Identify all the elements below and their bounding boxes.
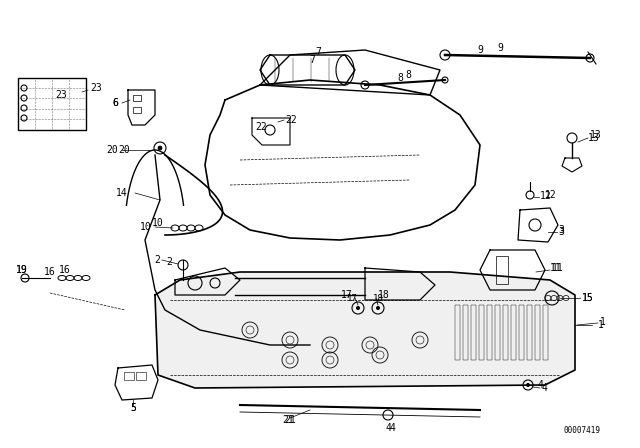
- Text: 2: 2: [166, 257, 172, 267]
- Text: 17: 17: [347, 293, 357, 302]
- Text: 22: 22: [285, 115, 297, 125]
- Circle shape: [356, 306, 360, 310]
- Text: 7: 7: [309, 55, 315, 65]
- Text: 13: 13: [590, 130, 602, 140]
- Text: 5: 5: [130, 403, 136, 413]
- Bar: [511, 305, 516, 360]
- Text: 16: 16: [44, 267, 56, 277]
- Text: 20: 20: [106, 145, 118, 155]
- Bar: [543, 305, 548, 360]
- Text: 23: 23: [90, 83, 102, 93]
- Text: 21: 21: [284, 415, 296, 425]
- Circle shape: [376, 306, 380, 310]
- Text: 4: 4: [538, 380, 544, 390]
- Bar: [519, 305, 524, 360]
- Text: 10: 10: [152, 218, 164, 228]
- Text: 16: 16: [59, 265, 71, 275]
- Text: 4: 4: [385, 423, 391, 433]
- Text: 22: 22: [255, 122, 267, 132]
- Text: 9: 9: [497, 43, 503, 53]
- Polygon shape: [155, 272, 575, 388]
- Text: 6: 6: [112, 98, 118, 108]
- Bar: [133, 107, 141, 113]
- Text: 5: 5: [130, 403, 136, 413]
- Text: 7: 7: [315, 47, 321, 57]
- Bar: [503, 305, 508, 360]
- Text: 10: 10: [140, 222, 152, 232]
- Bar: [496, 256, 508, 284]
- Text: 9: 9: [477, 45, 483, 55]
- Text: 21: 21: [282, 415, 294, 425]
- Text: 11: 11: [550, 263, 562, 273]
- Bar: [495, 305, 500, 360]
- Text: 15: 15: [582, 293, 594, 303]
- Bar: [133, 95, 141, 101]
- Text: 1: 1: [598, 320, 604, 330]
- Text: 20: 20: [118, 145, 130, 155]
- Bar: [124, 372, 134, 380]
- Bar: [487, 305, 492, 360]
- Bar: [527, 305, 532, 360]
- Text: 2: 2: [154, 255, 160, 265]
- Text: 13: 13: [588, 133, 600, 143]
- Circle shape: [158, 146, 162, 150]
- Text: 6: 6: [112, 98, 118, 108]
- Bar: [18, 78, 86, 130]
- Text: 3: 3: [558, 225, 564, 235]
- Text: 8: 8: [397, 73, 403, 83]
- Bar: [136, 372, 146, 380]
- Text: 3: 3: [558, 227, 564, 237]
- Text: 8: 8: [405, 70, 411, 80]
- Bar: [471, 305, 476, 360]
- Text: 4: 4: [542, 383, 548, 393]
- Text: 17: 17: [341, 290, 353, 300]
- Text: 12: 12: [545, 190, 557, 200]
- Text: 19: 19: [16, 265, 28, 275]
- Text: 4: 4: [389, 423, 395, 433]
- Text: 11: 11: [552, 263, 564, 273]
- Bar: [455, 305, 460, 360]
- Circle shape: [526, 383, 530, 387]
- Text: 00007419: 00007419: [563, 426, 600, 435]
- Text: 18: 18: [372, 293, 383, 302]
- Text: 23: 23: [55, 90, 67, 100]
- Text: 18: 18: [378, 290, 390, 300]
- Text: 19: 19: [16, 265, 28, 275]
- Text: 12: 12: [540, 191, 552, 201]
- Bar: [463, 305, 468, 360]
- Text: 1: 1: [600, 317, 606, 327]
- Text: 14: 14: [116, 188, 128, 198]
- Bar: [535, 305, 540, 360]
- Text: 15: 15: [582, 293, 594, 303]
- Bar: [479, 305, 484, 360]
